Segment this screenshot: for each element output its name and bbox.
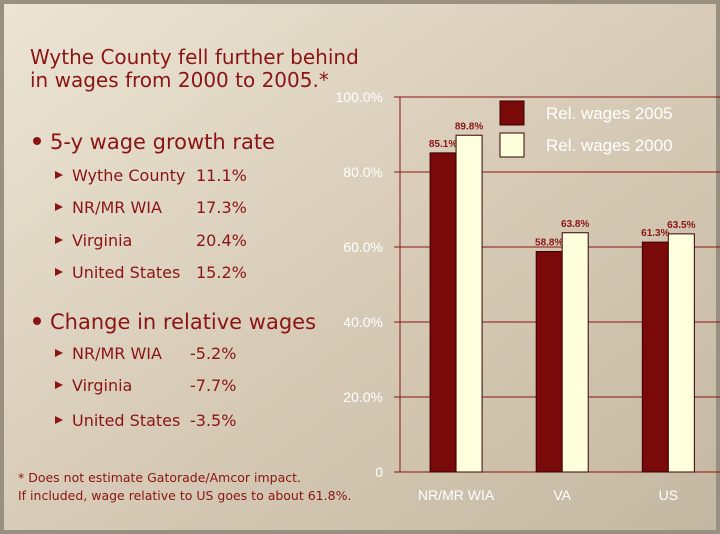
item-label: NR/MR WIA	[72, 198, 162, 217]
title-line: Wythe County fell further behind	[30, 45, 359, 69]
bar	[455, 134, 483, 473]
bullet	[33, 137, 41, 145]
x-tick-label: NR/MR WIA	[418, 487, 495, 503]
sub-bullet	[55, 203, 63, 211]
title-line: in wages from 2000 to 2005.*	[30, 68, 329, 92]
section-heading: 5-y wage growth rate	[50, 130, 275, 154]
bullet	[33, 317, 41, 325]
value-label: 61.3%	[641, 228, 669, 239]
sub-bullet	[55, 349, 63, 357]
y-tick-label: 100.0%	[336, 89, 383, 105]
item-value: -5.2%	[190, 344, 236, 363]
bar	[429, 152, 457, 473]
footnote: * Does not estimate Gatorade/Amcor impac…	[18, 470, 301, 485]
item-label: Virginia	[72, 376, 132, 395]
bar	[561, 232, 589, 473]
x-tick-label: VA	[553, 487, 571, 503]
y-tick-label: 40.0%	[343, 314, 383, 330]
sub-bullet	[55, 416, 63, 424]
item-value: 11.1%	[196, 166, 247, 185]
background	[4, 4, 716, 530]
item-value: 15.2%	[196, 263, 247, 282]
value-label: 58.8%	[535, 238, 563, 249]
slide-text: Wythe County fell further behind in wage…	[18, 45, 359, 503]
legend-swatch	[499, 132, 525, 158]
sub-bullet	[55, 236, 63, 244]
sub-bullet	[55, 268, 63, 276]
footnote: If included, wage relative to US goes to…	[18, 488, 351, 503]
item-label: United States	[72, 263, 180, 282]
y-tick-label: 80.0%	[343, 164, 383, 180]
item-label: Virginia	[72, 231, 132, 250]
value-label: 63.8%	[561, 219, 589, 230]
sub-bullet	[55, 171, 63, 179]
value-label: 63.5%	[667, 220, 695, 231]
item-value: -3.5%	[190, 411, 236, 430]
bar	[535, 251, 563, 473]
value-label: 85.1%	[429, 139, 457, 150]
y-tick-label: 20.0%	[343, 389, 383, 405]
x-tick-label: US	[659, 487, 678, 503]
y-tick-label: 0	[375, 464, 383, 480]
bar	[641, 241, 669, 473]
legend-label: Rel. wages 2005	[546, 104, 673, 123]
y-tick-label: 60.0%	[343, 239, 383, 255]
legend-swatch	[499, 100, 525, 126]
item-label: United States	[72, 411, 180, 430]
item-value: 17.3%	[196, 198, 247, 217]
sub-bullet	[55, 381, 63, 389]
value-label: 89.8%	[455, 121, 483, 132]
section-heading: Change in relative wages	[50, 310, 316, 334]
legend-label: Rel. wages 2000	[546, 136, 673, 155]
item-value: 20.4%	[196, 231, 247, 250]
item-label: NR/MR WIA	[72, 344, 162, 363]
item-value: -7.7%	[190, 376, 236, 395]
bar	[667, 233, 695, 473]
item-label: Wythe County	[72, 166, 185, 185]
